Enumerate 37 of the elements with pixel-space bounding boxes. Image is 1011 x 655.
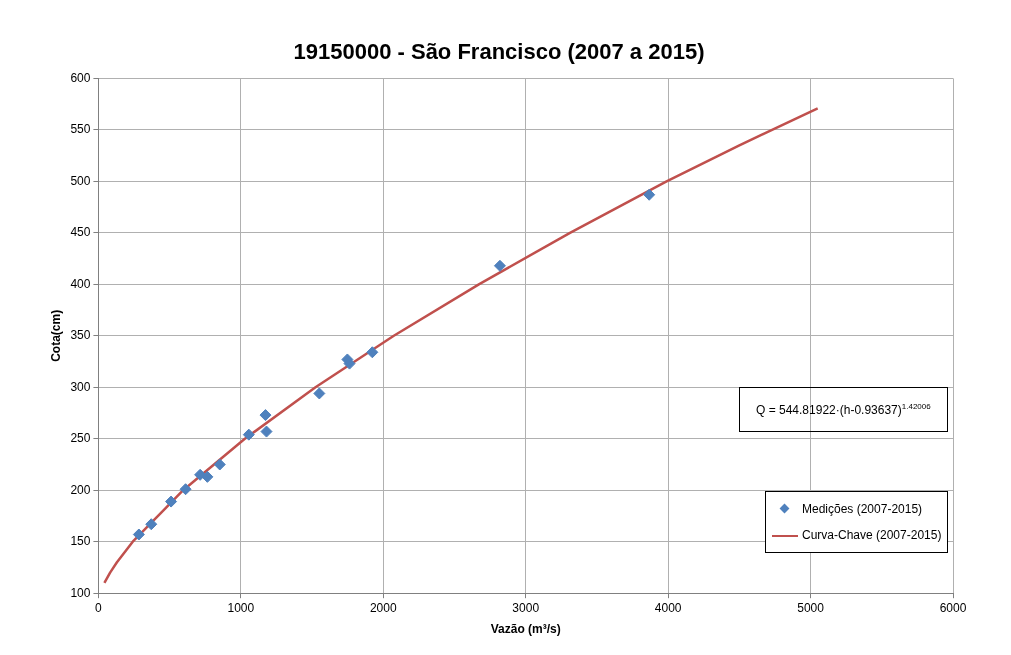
y-axis-title: Cota(cm) (48, 309, 63, 362)
y-tick-label: 400 (70, 276, 91, 291)
y-tick-label: 250 (70, 431, 91, 446)
point (493, 259, 506, 272)
y-tick-label: 600 (70, 70, 91, 85)
y-tick-label: 100 (70, 585, 91, 600)
legend-label: Curva-Chave (2007-2015) (802, 528, 942, 543)
point (366, 346, 379, 359)
point (201, 470, 214, 483)
annotation: Q = 544.81922·(h-0.93637)$^{1.42006}$ (739, 387, 948, 433)
point (179, 483, 192, 496)
point (242, 428, 255, 441)
y-tick-label: 150 (70, 534, 91, 549)
x-tick-label: 0 (95, 600, 103, 615)
x-tick-label: 3000 (512, 600, 540, 615)
y-tick-label: 350 (70, 328, 91, 343)
y-tick-label: 450 (70, 225, 91, 240)
x-tick-label: 4000 (654, 600, 682, 615)
point (313, 387, 326, 400)
x-tick-label: 2000 (369, 600, 397, 615)
y-tick-label: 300 (70, 379, 91, 394)
point (260, 425, 273, 438)
chart-title: 19150000 - São Francisco (2007 a 2015) (293, 39, 705, 65)
y-tick-label: 500 (70, 173, 91, 188)
point (213, 458, 226, 471)
x-tick-label: 5000 (797, 600, 825, 615)
point (132, 528, 145, 541)
point (643, 188, 656, 201)
x-tick-label: 1000 (227, 600, 255, 615)
x-tick-label: 6000 (939, 600, 967, 615)
point (165, 495, 178, 508)
legend-label: Medições (2007-2015) (802, 502, 923, 517)
point (145, 518, 158, 531)
y-tick-label: 550 (70, 122, 91, 137)
y-tick-label: 200 (70, 482, 91, 497)
x-axis-title: Vazão (m³/s) (490, 622, 561, 637)
point (259, 409, 272, 422)
